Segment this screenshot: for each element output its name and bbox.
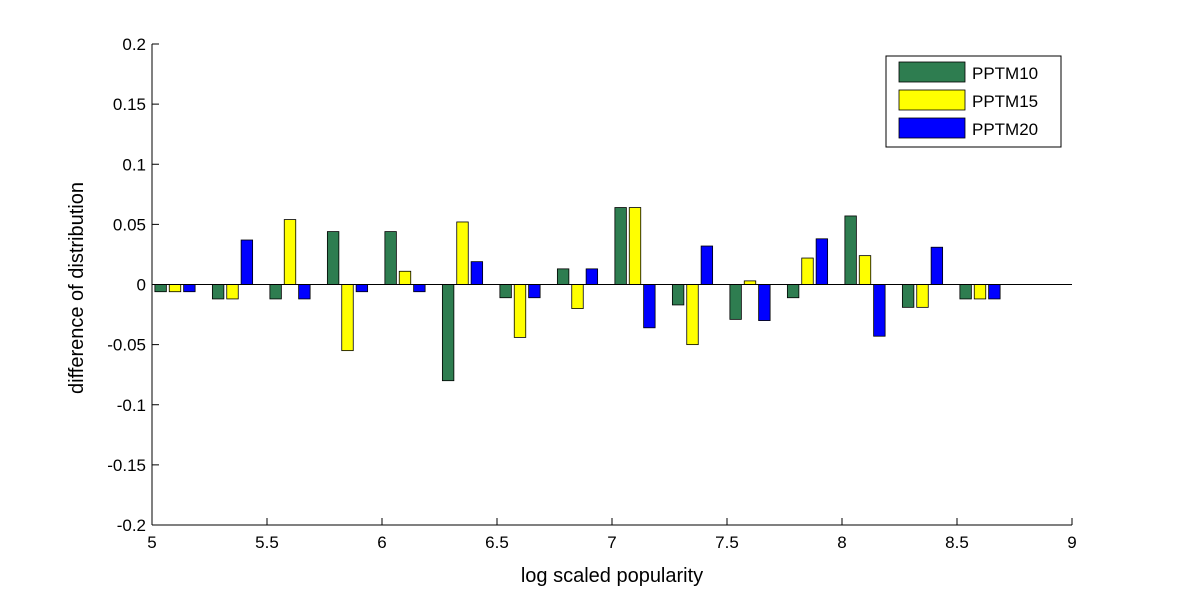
y-tick-label: -0.2	[117, 516, 146, 535]
bar-pptm15	[858, 255, 872, 285]
x-tick-label: 5	[147, 533, 156, 552]
legend-label: PPTM15	[972, 92, 1038, 111]
x-tick-label: 6.5	[485, 533, 509, 552]
legend-label: PPTM20	[972, 120, 1038, 139]
legend-swatch	[898, 89, 966, 111]
legend-label: PPTM10	[972, 64, 1038, 83]
bar-pptm15	[456, 221, 469, 285]
bar-pptm10	[729, 284, 742, 320]
bar-pptm10	[556, 268, 570, 285]
bar-pptm20	[758, 284, 771, 321]
bar-pptm20	[873, 284, 886, 337]
bar-pptm20	[815, 238, 829, 285]
bar-pptm10	[441, 284, 455, 382]
bar-pptm10	[211, 284, 225, 300]
bar-pptm15	[398, 270, 412, 285]
x-tick-label: 6	[377, 533, 386, 552]
bar-pptm10	[326, 231, 340, 285]
bar-pptm15	[686, 284, 699, 346]
bar-pptm10	[671, 284, 685, 306]
bar-pptm20	[585, 268, 599, 285]
bar-pptm15	[283, 219, 297, 285]
x-tick-label: 7.5	[715, 533, 739, 552]
x-tick-label: 8.5	[945, 533, 969, 552]
bar-pptm10	[786, 284, 800, 299]
bar-pptm20	[355, 284, 369, 293]
y-tick-label: -0.15	[107, 456, 146, 475]
y-tick-label: -0.05	[107, 336, 146, 355]
bar-pptm15	[341, 284, 354, 352]
y-tick-label: 0.05	[113, 215, 146, 234]
y-tick-label: 0.2	[122, 35, 146, 54]
bar-pptm10	[154, 284, 167, 293]
y-tick-label: 0	[137, 276, 146, 295]
x-axis-label: log scaled popularity	[521, 565, 703, 587]
bar-pptm15	[916, 284, 929, 308]
bar-pptm20	[643, 284, 656, 329]
bar-pptm15	[513, 284, 527, 338]
bar-pptm15	[743, 280, 757, 285]
x-tick-label: 7	[607, 533, 616, 552]
bar-pptm20	[298, 284, 311, 300]
bar-pptm15	[226, 284, 239, 300]
bar-pptm15	[628, 207, 642, 285]
bar-pptm20	[240, 239, 254, 285]
bar-pptm20	[930, 246, 944, 285]
bar-pptm15	[571, 284, 584, 309]
legend: PPTM10 PPTM15 PPTM20	[885, 55, 1062, 148]
y-axis-label: difference of distribution	[66, 182, 88, 394]
bar-pptm10	[384, 231, 397, 285]
y-tick-label: 0.1	[122, 155, 146, 174]
bar-pptm20	[988, 284, 1001, 300]
bar-pptm20	[528, 284, 541, 299]
bar-pptm10	[959, 284, 972, 300]
bar-pptm10	[614, 207, 627, 285]
y-tick-label: -0.1	[117, 396, 146, 415]
bar-pptm15	[973, 284, 987, 300]
bar-pptm20	[413, 284, 426, 293]
bar-pptm10	[844, 215, 857, 285]
axes-layer: -0.2 -0.15 -0.1 -0.05 0 0.05 0.1 0.15 0.2 5 5.5 6 6.…	[107, 35, 1076, 552]
bar-pptm10	[499, 284, 512, 299]
bar-pptm15	[168, 284, 182, 293]
y-tick-label: 0.15	[113, 95, 146, 114]
bar-pptm10	[901, 284, 915, 308]
bar-pptm20	[183, 284, 196, 293]
bar-pptm20	[700, 245, 714, 285]
bar-pptm20	[470, 261, 484, 285]
x-tick-label: 9	[1067, 533, 1076, 552]
bar-pptm15	[801, 257, 814, 285]
x-tick-label: 8	[837, 533, 846, 552]
x-tick-label: 5.5	[255, 533, 279, 552]
bars-layer	[154, 207, 1001, 382]
legend-swatch	[898, 61, 966, 83]
legend-swatch	[898, 117, 966, 139]
bar-pptm10	[269, 284, 282, 300]
